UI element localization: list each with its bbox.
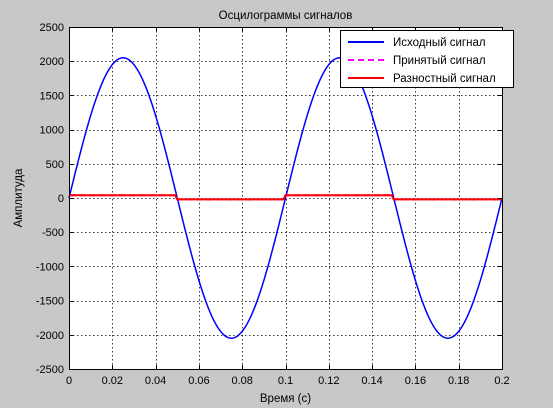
y-tick-label: 2500	[40, 22, 64, 34]
x-tick-label: 0.12	[318, 375, 339, 387]
y-tick-label: -2000	[36, 330, 64, 342]
x-tick-label: 0.06	[188, 375, 209, 387]
y-tick-label: 500	[46, 159, 64, 171]
legend: Исходный сигнал Принятый сигнал Разностный…	[340, 30, 514, 88]
series-line-source	[68, 57, 503, 339]
legend-label: Разностный сигнал	[393, 73, 496, 85]
axis-ticks: 0 0.02 0.04 0.06 0.08 0.1 0.12 0.14 0.16 0.18 0.2 -…	[36, 22, 510, 387]
x-tick-label: 0	[66, 375, 72, 387]
series-line-difference	[69, 194, 502, 201]
x-axis-title: Время (с)	[260, 393, 311, 405]
legend-label: Исходный сигнал	[393, 37, 486, 49]
x-tick-label: 0.16	[405, 375, 426, 387]
x-tick-label: 0.18	[448, 375, 469, 387]
y-tick-label: -1500	[36, 296, 64, 308]
y-tick-label: -1000	[36, 261, 64, 273]
chart-title: Осцилограммы сигналов	[219, 10, 353, 22]
y-tick-label: -500	[42, 227, 64, 239]
x-tick-label: 0.04	[145, 375, 166, 387]
y-tick-label: 1500	[40, 90, 64, 102]
x-tick-label: 0.2	[494, 375, 509, 387]
series-layer	[68, 57, 503, 339]
x-tick-label: 0.1	[278, 375, 293, 387]
y-tick-label: 0	[58, 193, 64, 205]
y-axis-title: Амплитуда	[13, 168, 25, 227]
y-tick-label: 2000	[40, 56, 64, 68]
x-tick-label: 0.02	[102, 375, 123, 387]
x-tick-label: 0.14	[361, 375, 382, 387]
x-tick-label: 0.08	[231, 375, 252, 387]
legend-label: Принятый сигнал	[393, 55, 486, 67]
y-tick-label: -2500	[36, 364, 64, 376]
y-tick-label: 1000	[40, 125, 64, 137]
